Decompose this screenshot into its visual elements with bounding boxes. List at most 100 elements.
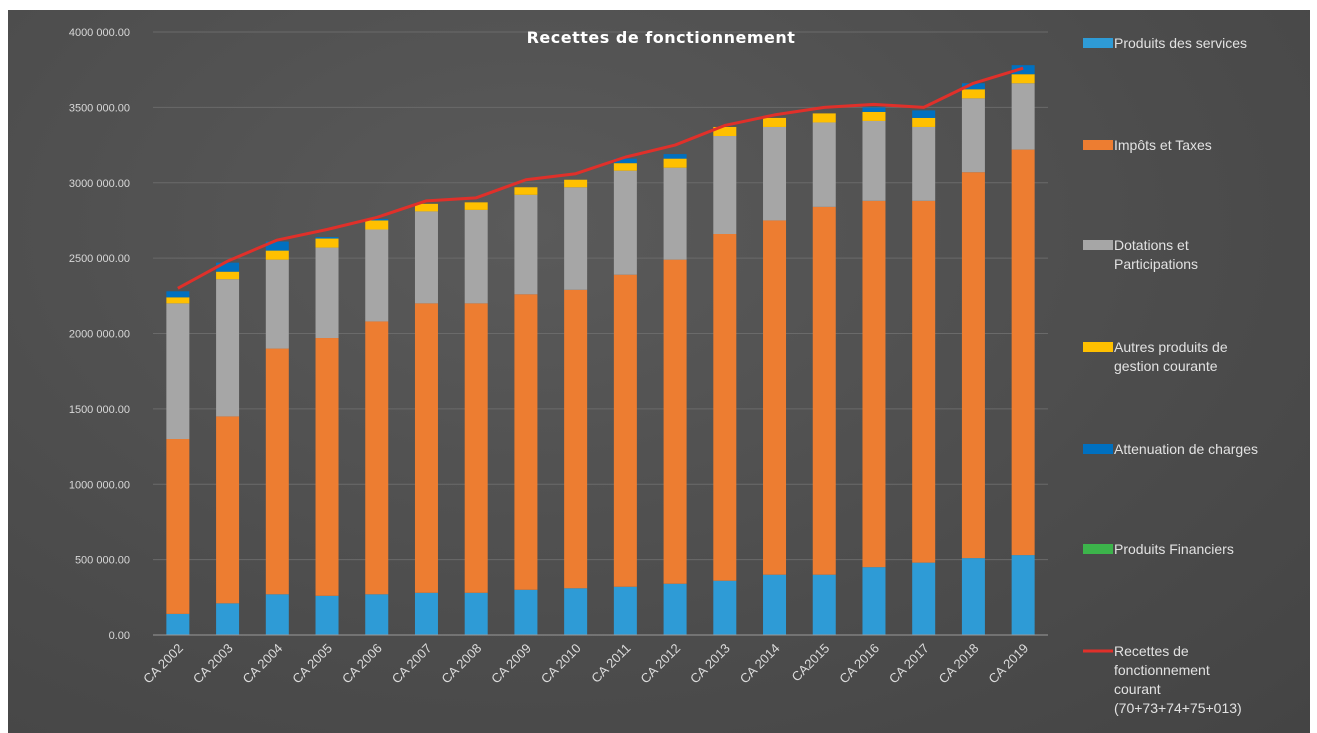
bar-segment [862, 120, 886, 201]
x-tick-label: CA 2013 [687, 641, 733, 687]
legend-label: Participations [1114, 256, 1198, 272]
y-tick-label: 1500 000.00 [69, 404, 130, 416]
bar-segment [862, 107, 886, 112]
bar-segment [315, 237, 339, 239]
bar-segment [961, 83, 985, 90]
bar-segment [1011, 149, 1035, 556]
x-tick-label: CA 2003 [190, 641, 236, 687]
bar-segment [763, 117, 787, 127]
x-tick-label: CA 2019 [985, 641, 1031, 687]
legend-label: Impôts et Taxes [1114, 137, 1212, 153]
legend-swatch [1083, 38, 1113, 48]
bar-segment [763, 126, 787, 221]
bar-segment [166, 303, 190, 440]
bar-segment [564, 289, 588, 589]
bar-segment [166, 291, 190, 298]
legend-label: Attenuation de charges [1114, 441, 1258, 457]
y-tick-label: 1000 000.00 [69, 479, 130, 491]
bar-segment [812, 113, 836, 123]
x-tick-label: CA2015 [789, 641, 833, 685]
legend-label: gestion courante [1114, 358, 1218, 374]
bar-segment [961, 172, 985, 559]
legend-label: courant [1114, 681, 1161, 697]
x-tick-label: CA 2018 [936, 641, 982, 687]
legend-swatch [1083, 140, 1113, 150]
stacked-bar-chart: 0.00 500 000.00 1000 000.00 1500 000.00 2000… [69, 27, 1258, 716]
bar-segment [961, 558, 985, 635]
bar-segment [464, 303, 488, 593]
bar-segment [315, 595, 339, 635]
bar-segment [564, 187, 588, 290]
bar-segment [216, 416, 240, 604]
x-tick-label: CA 2016 [836, 641, 882, 687]
bar-segment [564, 179, 588, 188]
bar-segment [713, 234, 737, 581]
bar-segment [663, 154, 687, 159]
series-line [177, 66, 1024, 290]
bar-segment [912, 117, 936, 127]
legend-swatch [1083, 444, 1113, 454]
legend: Produits des services Impôts et Taxes Dota… [1083, 35, 1258, 716]
x-tick-label: CA 2007 [389, 641, 435, 687]
bar-segment [1011, 555, 1035, 635]
bar-segment [166, 297, 190, 304]
bar-segment [1011, 83, 1035, 150]
bar-segment [1011, 74, 1035, 84]
bar-segment [663, 259, 687, 584]
bar-segment [613, 170, 637, 275]
bar-segment [613, 586, 637, 635]
bar-segment [365, 321, 389, 595]
bar-segment [514, 589, 538, 635]
bar-segment [464, 592, 488, 635]
legend-swatch [1083, 544, 1113, 554]
legend-swatch [1083, 240, 1113, 250]
bar-segment [414, 203, 438, 212]
x-tick-label: CA 2011 [588, 641, 633, 686]
bar-segment [613, 274, 637, 587]
y-tick-label: 3500 000.00 [69, 102, 130, 114]
y-tick-label: 4000 000.00 [69, 27, 130, 39]
x-tick-label: CA 2006 [339, 641, 385, 687]
bar-segment [862, 111, 886, 121]
bar-segment [216, 262, 240, 272]
x-tick-label: CA 2010 [538, 641, 584, 687]
x-tick-label: CA 2005 [289, 641, 335, 687]
y-tick-label: 2500 000.00 [69, 253, 130, 265]
bars-layer [166, 65, 1035, 635]
x-tick-label: CA 2002 [140, 641, 186, 687]
bar-segment [912, 562, 936, 635]
x-tick-label: CA 2009 [488, 641, 534, 687]
bar-segment [216, 271, 240, 280]
bar-segment [812, 122, 836, 207]
legend-label: Produits des services [1114, 35, 1247, 51]
bar-segment [464, 202, 488, 210]
bar-segment [713, 136, 737, 235]
bar-segment [216, 603, 240, 635]
bar-segment [365, 220, 389, 230]
bar-segment [365, 218, 389, 221]
bar-segment [265, 348, 289, 595]
x-tick-label: CA 2008 [438, 641, 484, 687]
bar-segment [265, 259, 289, 349]
bar-segment [365, 229, 389, 322]
bar-segment [514, 187, 538, 195]
bar-segment [961, 89, 985, 99]
bar-segment [315, 247, 339, 339]
bar-segment [912, 126, 936, 201]
bar-segment [265, 241, 289, 251]
y-tick-label: 500 000.00 [75, 555, 130, 567]
bar-segment [464, 209, 488, 304]
bar-segment [514, 194, 538, 295]
bar-segment [663, 583, 687, 635]
bar-segment [414, 592, 438, 635]
y-tick-label: 2000 000.00 [69, 329, 130, 341]
bar-segment [166, 613, 190, 635]
x-tick-label: CA 2014 [737, 641, 783, 687]
bar-segment [663, 167, 687, 260]
x-tick-label: CA 2017 [886, 641, 932, 687]
bar-segment [713, 126, 737, 137]
legend-label: Dotations et [1114, 237, 1189, 253]
grid-layer [153, 31, 1048, 561]
legend-label: (70+73+74+75+013) [1114, 700, 1242, 716]
bar-segment [414, 211, 438, 304]
